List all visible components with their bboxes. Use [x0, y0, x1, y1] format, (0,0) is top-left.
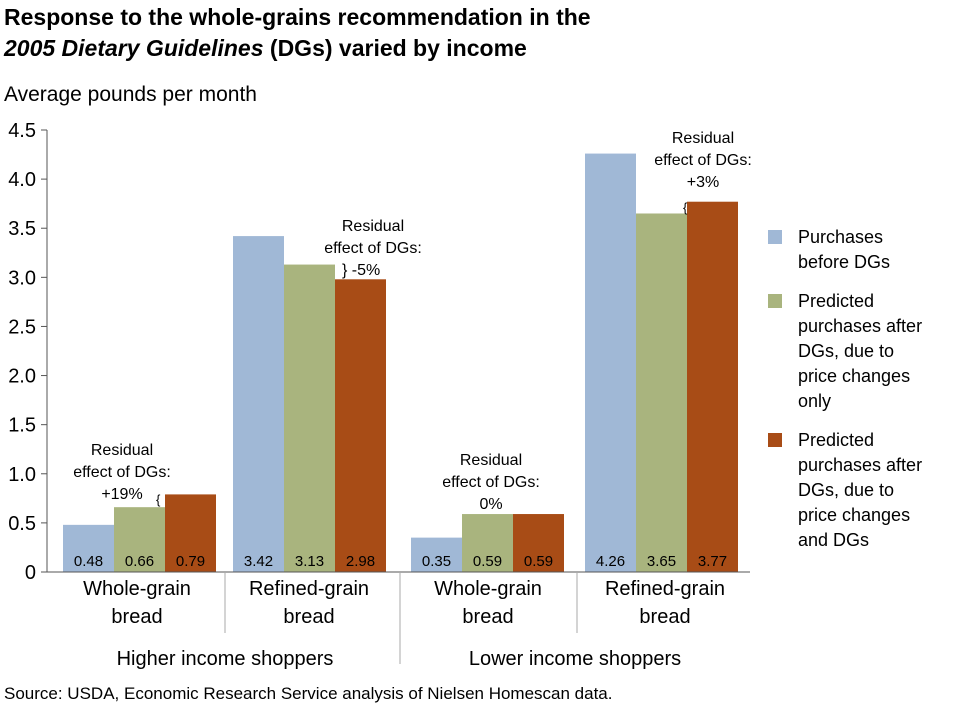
bar — [636, 213, 687, 572]
bar — [687, 201, 738, 573]
y-tick-label: 3.5 — [8, 218, 36, 240]
x-category-label: Whole-grain — [83, 578, 191, 600]
legend-item-price-and-dgs: Predicted purchases after DGs, due to pr… — [766, 428, 961, 553]
bar — [284, 264, 335, 572]
legend-item-price-only: Predicted purchases after DGs, due to pr… — [766, 289, 961, 414]
legend-line: price changes — [798, 366, 911, 386]
bar — [513, 514, 564, 572]
legend-line: DGs, due to — [798, 341, 895, 361]
legend-swatch-price-only — [768, 294, 782, 308]
bar-value-label: 3.13 — [295, 553, 324, 570]
title-line-2: 2005 Dietary Guidelines (DGs) varied by … — [4, 33, 591, 64]
bar — [233, 236, 284, 572]
bar — [462, 514, 513, 572]
bar — [63, 524, 114, 572]
x-category-label: bread — [462, 606, 513, 628]
annotation-text: +19% — [101, 486, 142, 503]
annotation-text: effect of DGs: — [324, 240, 422, 257]
title-italic-part: 2005 Dietary Guidelines — [4, 35, 264, 61]
legend-line: DGs, due to — [798, 480, 895, 500]
legend-line: Purchases — [798, 227, 884, 247]
annotation-text: Residual — [91, 442, 153, 459]
y-tick-label: 4.5 — [8, 120, 36, 142]
x-category-label: Whole-grain — [434, 578, 542, 600]
annotation-text: +3% — [687, 174, 719, 191]
y-axis-label: Average pounds per month — [4, 83, 257, 106]
legend: Purchases before DGs Predicted purchases… — [766, 225, 961, 567]
bar-value-label: 0.48 — [74, 553, 103, 570]
bar — [165, 494, 216, 572]
bar-value-label: 0.59 — [473, 553, 502, 570]
x-group-label: Higher income shoppers — [117, 648, 334, 670]
source-note: Source: USDA, Economic Research Service … — [4, 684, 613, 703]
legend-line: Predicted — [798, 430, 875, 450]
chart-title: Response to the whole-grains recommendat… — [4, 2, 591, 64]
legend-line: before DGs — [798, 252, 891, 272]
bar — [335, 279, 386, 572]
bar-value-label: 0.35 — [422, 553, 451, 570]
legend-swatch-price-and-dgs — [768, 433, 782, 447]
bar-value-label: 0.59 — [524, 553, 553, 570]
y-tick-label: 2.5 — [8, 316, 36, 338]
y-tick-label: 0.5 — [8, 513, 36, 535]
legend-line: and DGs — [798, 530, 870, 550]
annotation-text: Residual — [460, 452, 522, 469]
annotation-text: } -5% — [342, 262, 380, 279]
legend-line: Predicted — [798, 291, 875, 311]
brace-mark: { — [683, 200, 688, 215]
x-category-label: bread — [111, 606, 162, 628]
y-tick-label: 3.0 — [8, 267, 36, 289]
legend-swatch-before — [768, 230, 782, 244]
bar-value-label: 0.79 — [176, 553, 205, 570]
bar-value-label: 0.66 — [125, 553, 154, 570]
bar-value-label: 3.42 — [244, 553, 273, 570]
x-category-label: Refined-grain — [249, 578, 369, 600]
x-group-label: Lower income shoppers — [469, 648, 681, 670]
bar-value-label: 4.26 — [596, 553, 625, 570]
annotation-text: Residual — [672, 130, 734, 147]
bar — [411, 537, 462, 572]
annotation-text: effect of DGs: — [73, 464, 171, 481]
legend-item-before: Purchases before DGs — [766, 225, 961, 275]
bar-value-label: 3.65 — [647, 553, 676, 570]
legend-line: only — [798, 391, 832, 411]
bar — [585, 153, 636, 572]
annotation-text: effect of DGs: — [654, 152, 752, 169]
y-tick-label: 0 — [25, 562, 36, 584]
annotation-text: 0% — [479, 496, 502, 513]
title-line-1: Response to the whole-grains recommendat… — [4, 4, 591, 30]
x-category-label: bread — [639, 606, 690, 628]
annotation-text: effect of DGs: — [442, 474, 540, 491]
y-tick-label: 4.0 — [8, 169, 36, 191]
annotation-text: Residual — [342, 218, 404, 235]
legend-line: price changes — [798, 505, 911, 525]
legend-line: purchases after — [798, 455, 923, 475]
y-tick-label: 1.0 — [8, 464, 36, 486]
x-category-label: Refined-grain — [605, 578, 725, 600]
y-tick-label: 1.5 — [8, 415, 36, 437]
title-rest: (DGs) varied by income — [263, 35, 527, 61]
brace-mark: { — [156, 492, 161, 507]
bar-value-label: 3.77 — [698, 553, 727, 570]
y-tick-label: 2.0 — [8, 366, 36, 388]
legend-line: purchases after — [798, 316, 923, 336]
x-category-label: bread — [283, 606, 334, 628]
bar-value-label: 2.98 — [346, 553, 375, 570]
bar — [114, 507, 165, 572]
